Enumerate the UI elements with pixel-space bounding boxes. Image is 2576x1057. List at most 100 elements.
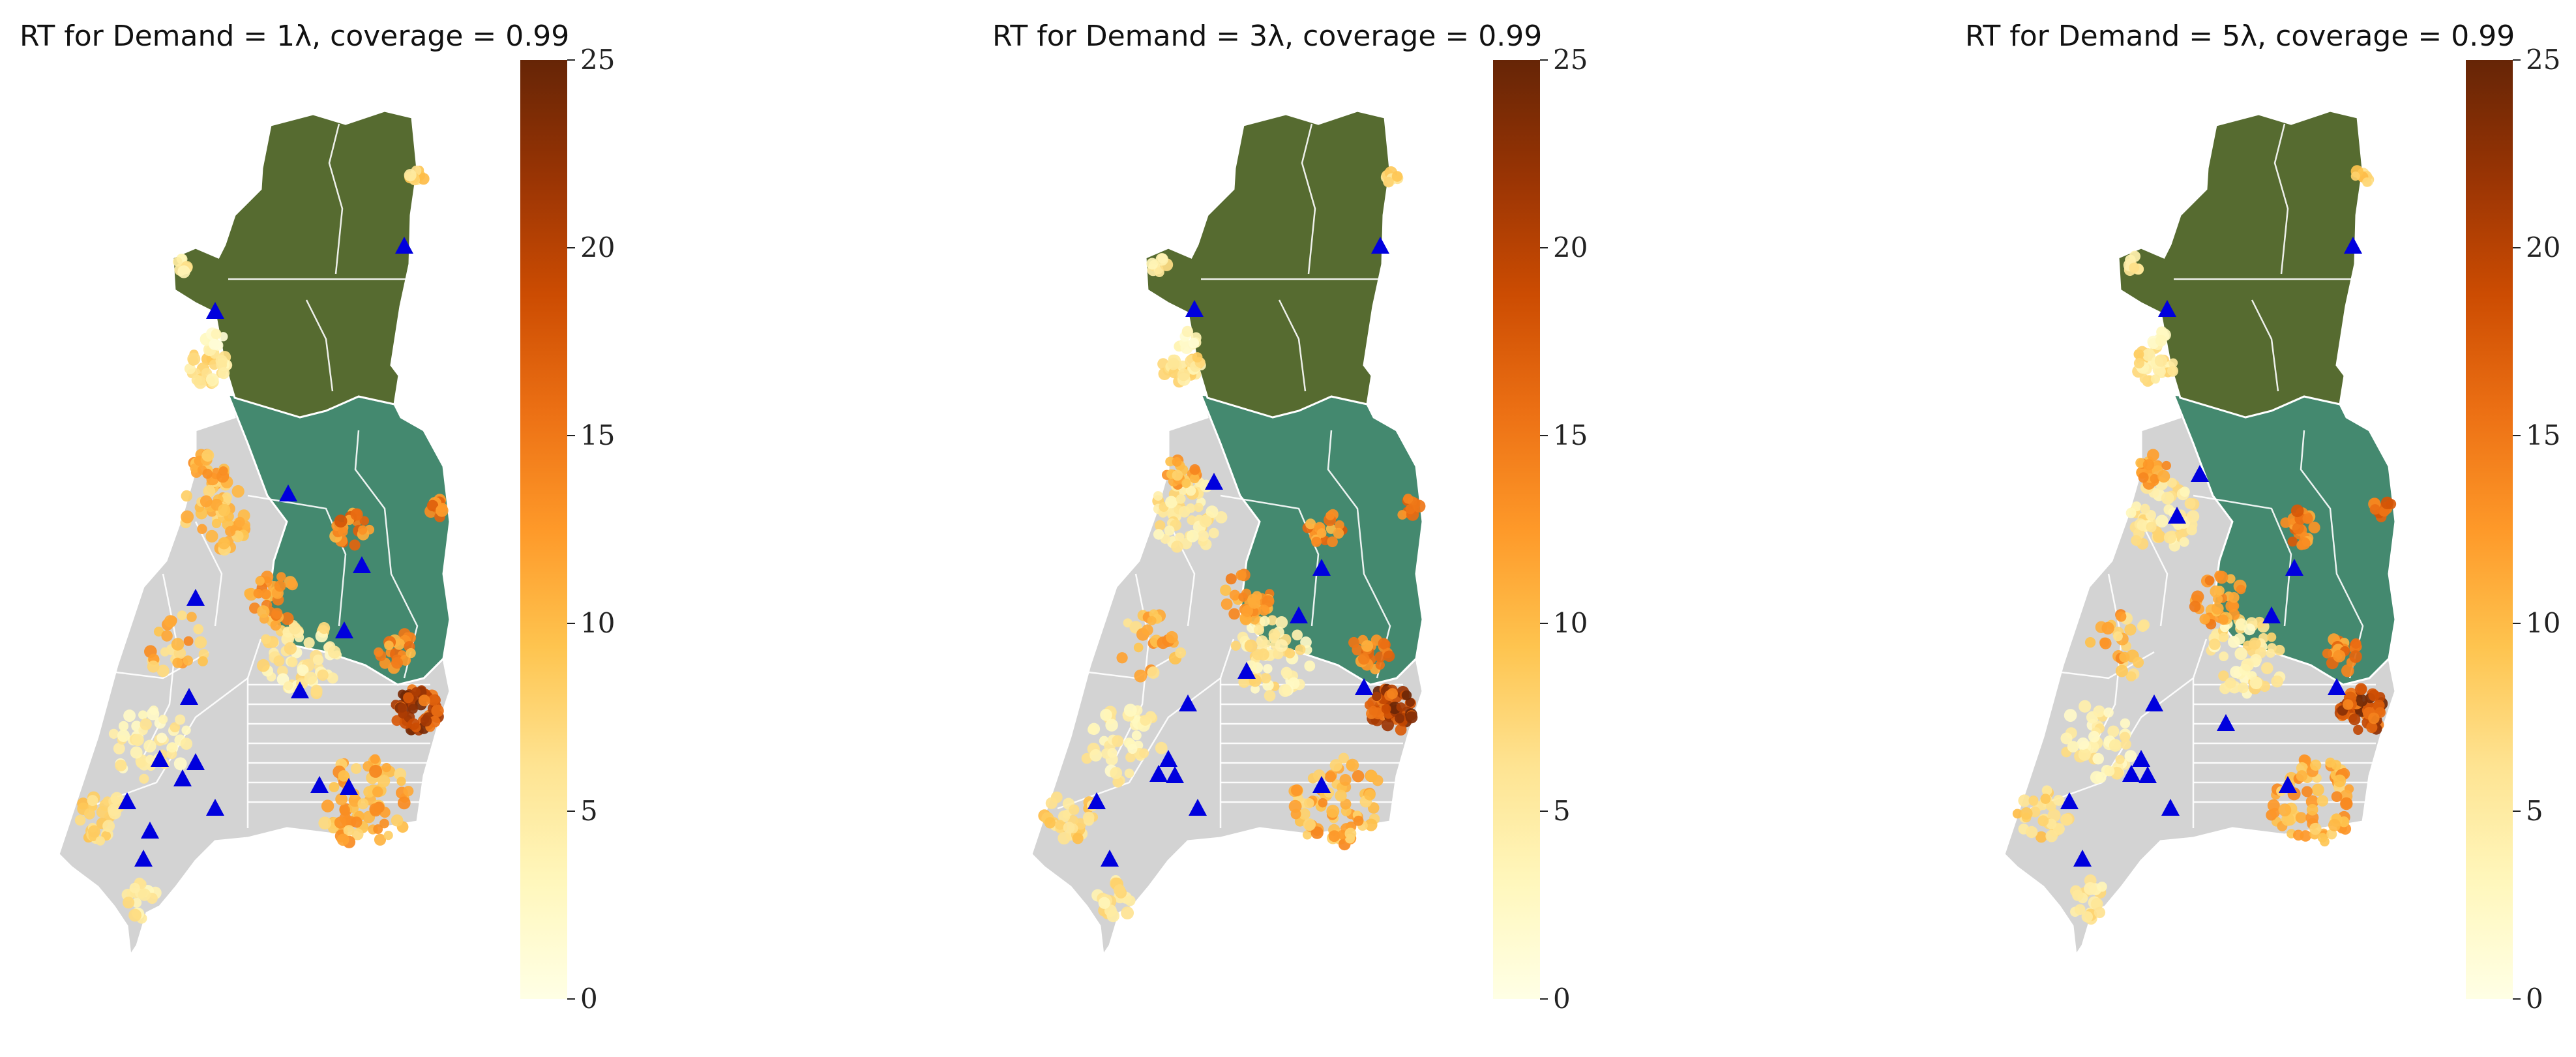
- facility-triangle: [2168, 507, 2186, 524]
- facility-triangle: [353, 556, 371, 573]
- demand-point: [1264, 690, 1276, 702]
- demand-point: [1140, 715, 1151, 726]
- demand-point: [1165, 496, 1177, 509]
- demand-point: [336, 833, 349, 846]
- demand-point: [2317, 833, 2328, 843]
- demand-point: [1189, 473, 1200, 484]
- demand-point: [1045, 797, 1058, 809]
- demand-point: [200, 495, 213, 508]
- demand-point: [140, 718, 152, 730]
- demand-point: [403, 692, 414, 704]
- demand-point: [1088, 724, 1097, 735]
- demand-point: [211, 329, 222, 340]
- demand-point: [2228, 592, 2240, 603]
- demand-point: [1335, 520, 1344, 530]
- demand-point: [2186, 524, 2197, 536]
- demand-point: [1339, 773, 1352, 786]
- demand-point: [181, 725, 191, 735]
- demand-point: [209, 338, 220, 350]
- colorbar-tick-label: 0: [1553, 983, 1571, 1015]
- demand-point: [1372, 691, 1382, 702]
- boundary-line: [2251, 299, 2279, 392]
- facility-triangle: [206, 799, 224, 816]
- demand-point: [2079, 700, 2092, 713]
- demand-point: [2186, 510, 2200, 523]
- demand-point: [304, 672, 318, 685]
- demand-point: [1131, 730, 1142, 741]
- demand-point: [1125, 752, 1136, 763]
- demand-point: [334, 514, 348, 528]
- demand-point: [397, 796, 411, 810]
- demand-point: [1344, 827, 1357, 840]
- demand-point: [1177, 368, 1191, 381]
- demand-point: [2340, 797, 2353, 811]
- demand-point: [2142, 459, 2155, 471]
- demand-point: [2325, 757, 2335, 768]
- demand-point: [1316, 528, 1327, 538]
- demand-point: [2287, 536, 2298, 547]
- demand-point: [197, 524, 207, 534]
- demand-point: [158, 715, 168, 724]
- demand-point: [1369, 706, 1378, 715]
- demand-point: [297, 664, 309, 676]
- demand-point: [2215, 571, 2228, 584]
- demand-point: [1279, 683, 1292, 697]
- demand-point: [255, 576, 265, 586]
- demand-point: [1058, 810, 1071, 823]
- demand-point: [1167, 357, 1180, 370]
- facility-triangle: [134, 850, 153, 867]
- demand-point: [2064, 709, 2077, 722]
- demand-point: [2140, 503, 2150, 514]
- demand-point: [1259, 616, 1270, 627]
- demand-point: [2163, 531, 2177, 544]
- demand-point: [2103, 707, 2114, 718]
- demand-point: [1275, 616, 1288, 629]
- demand-point: [273, 655, 285, 667]
- facility-triangle: [2344, 237, 2362, 254]
- demand-point: [1304, 660, 1316, 672]
- demand-point: [2060, 813, 2073, 826]
- demand-point: [377, 774, 391, 788]
- demand-point: [284, 642, 297, 655]
- demand-point: [1305, 518, 1316, 529]
- demand-point: [2147, 449, 2159, 462]
- demand-point: [431, 704, 444, 717]
- demand-point: [1063, 822, 1075, 834]
- demand-point: [1230, 640, 1241, 651]
- demand-point: [1187, 515, 1197, 526]
- boundary-line: [305, 299, 334, 392]
- northern-region-shape: [171, 110, 419, 419]
- demand-point: [318, 622, 331, 634]
- demand-point: [2292, 829, 2304, 841]
- boundary-line: [2273, 123, 2289, 275]
- demand-point: [1220, 584, 1232, 596]
- demand-point: [363, 786, 375, 798]
- demand-point: [2119, 651, 2130, 662]
- demand-point: [225, 526, 236, 537]
- facility-triangle: [1312, 776, 1331, 793]
- demand-point: [1328, 830, 1340, 842]
- demand-point: [2138, 619, 2150, 631]
- demand-point: [1353, 815, 1364, 826]
- demand-point: [2211, 602, 2224, 615]
- colorbar-tick-label: 15: [1553, 419, 1588, 451]
- demand-point: [1146, 258, 1159, 270]
- demand-point: [2189, 601, 2201, 612]
- demand-point: [1361, 640, 1374, 652]
- demand-point: [1383, 650, 1395, 662]
- demand-point: [1324, 771, 1337, 782]
- demand-point: [175, 714, 186, 725]
- demand-point: [2266, 648, 2275, 658]
- boundary-line: [1327, 430, 1391, 679]
- demand-point: [2341, 664, 2354, 677]
- demand-point: [1098, 897, 1110, 909]
- colorbar: [2466, 60, 2513, 999]
- demand-point: [145, 754, 155, 764]
- demand-point: [129, 882, 140, 893]
- demand-point: [270, 619, 282, 631]
- demand-point: [1238, 592, 1248, 602]
- demand-point: [327, 646, 341, 659]
- demand-point: [274, 580, 286, 592]
- colorbar-tick-label: 20: [2526, 231, 2560, 263]
- demand-point: [2101, 621, 2114, 635]
